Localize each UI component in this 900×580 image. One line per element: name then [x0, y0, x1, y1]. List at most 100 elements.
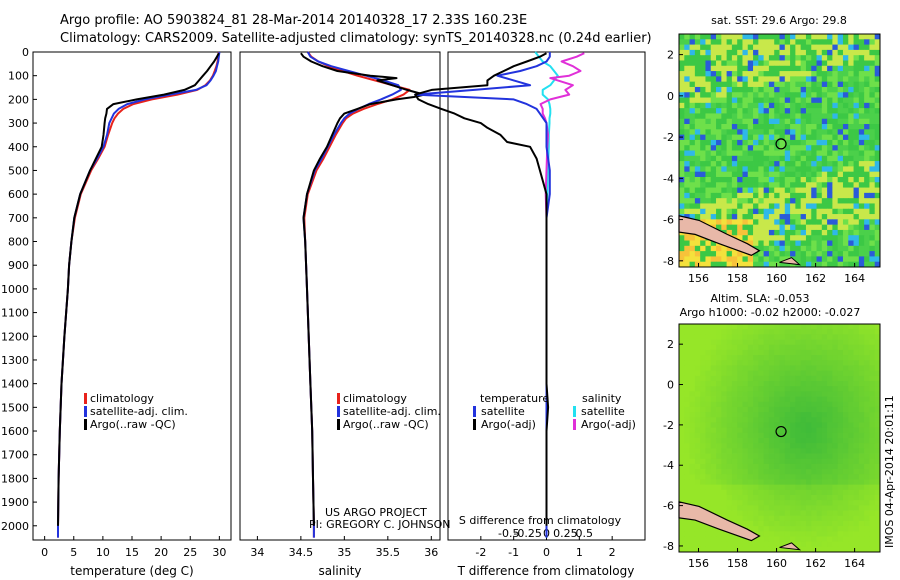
map-cell — [779, 124, 786, 130]
map-cell — [737, 546, 743, 553]
map-cell — [684, 171, 690, 178]
map-cell — [853, 44, 860, 51]
map-cell — [795, 251, 802, 257]
map-cell — [758, 34, 765, 40]
map-cell — [869, 349, 876, 356]
map-cell — [858, 129, 865, 136]
map-cell — [816, 489, 823, 496]
map-cell — [821, 65, 828, 72]
map-cell — [853, 375, 860, 382]
map-cell — [853, 401, 860, 408]
map-cell — [705, 71, 712, 77]
map-cell — [726, 108, 733, 114]
map-cell — [790, 161, 796, 167]
map-cell — [805, 166, 812, 173]
map-cell — [837, 251, 844, 257]
map-cell — [742, 155, 749, 162]
map-cell — [837, 81, 844, 88]
map-cell — [832, 349, 839, 356]
map-cell — [827, 97, 833, 104]
map-cell — [864, 251, 870, 257]
map-cell — [758, 208, 765, 215]
map-cell — [848, 401, 854, 408]
map-cell — [747, 355, 754, 361]
map-cell — [705, 97, 712, 104]
map-cell — [716, 401, 722, 408]
map-cell — [779, 448, 786, 454]
map-cell — [726, 76, 733, 83]
map-cell — [716, 245, 722, 252]
map-cell — [689, 401, 696, 408]
map-cell — [721, 34, 728, 40]
map-cell — [747, 370, 754, 377]
map-cell — [784, 198, 791, 204]
map-cell — [731, 463, 738, 470]
map-cell — [858, 375, 865, 382]
map-cell — [853, 256, 860, 263]
map-cell — [684, 108, 690, 114]
map-cell — [731, 536, 738, 543]
map-cell — [694, 49, 701, 56]
map-cell — [716, 438, 722, 444]
map-cell — [848, 229, 854, 236]
map-cell — [731, 510, 738, 517]
map-cell — [816, 520, 823, 527]
map-cell — [805, 150, 812, 157]
map-cell — [684, 329, 690, 335]
map-cell — [848, 81, 854, 88]
map-cell — [774, 166, 780, 173]
map-cell — [710, 60, 717, 67]
map-cell — [779, 219, 786, 226]
map-cell — [811, 500, 817, 506]
map-cell — [800, 500, 807, 506]
map-cell — [737, 155, 743, 162]
map-cell — [774, 113, 780, 120]
map-cell — [848, 256, 854, 263]
map-cell — [710, 355, 717, 361]
map-cell — [758, 531, 765, 537]
map-cell — [864, 453, 870, 460]
map-cell — [869, 370, 876, 377]
map-cell — [832, 161, 839, 167]
map-cell — [737, 432, 743, 439]
map-cell — [710, 245, 717, 252]
map-cell — [705, 129, 712, 136]
map-cell — [779, 198, 786, 204]
map-cell — [795, 520, 802, 527]
map-x-tick-label: 164 — [844, 557, 865, 570]
map-cell — [753, 171, 759, 178]
map-cell — [763, 34, 770, 40]
map-cell — [721, 92, 728, 98]
map-cell — [742, 198, 749, 204]
map-cell — [679, 113, 685, 120]
map-cell — [858, 489, 865, 496]
map-cell — [805, 129, 812, 136]
map-cell — [705, 479, 712, 486]
map-cell — [774, 489, 780, 496]
map-cell — [758, 55, 765, 61]
map-cell — [842, 55, 849, 61]
map-cell — [774, 219, 780, 226]
map-cell — [710, 370, 717, 377]
map-cell — [811, 55, 817, 61]
map-cell — [737, 344, 743, 351]
map-cell — [705, 526, 712, 532]
map-cell — [768, 349, 775, 356]
map-cell — [842, 65, 849, 72]
map-cell — [710, 76, 717, 83]
map-cell — [853, 187, 860, 194]
map-cell — [837, 187, 844, 194]
map-cell — [832, 448, 839, 454]
map-cell — [758, 198, 765, 204]
map-cell — [726, 334, 733, 340]
map-cell — [827, 438, 833, 444]
map-cell — [726, 489, 733, 496]
map-cell — [853, 339, 860, 346]
map-cell — [790, 427, 796, 434]
map-cell — [842, 113, 849, 120]
map-cell — [747, 474, 754, 480]
map-cell — [827, 526, 833, 532]
map-cell — [779, 324, 786, 330]
map-cell — [742, 86, 749, 93]
map-cell — [694, 463, 701, 470]
